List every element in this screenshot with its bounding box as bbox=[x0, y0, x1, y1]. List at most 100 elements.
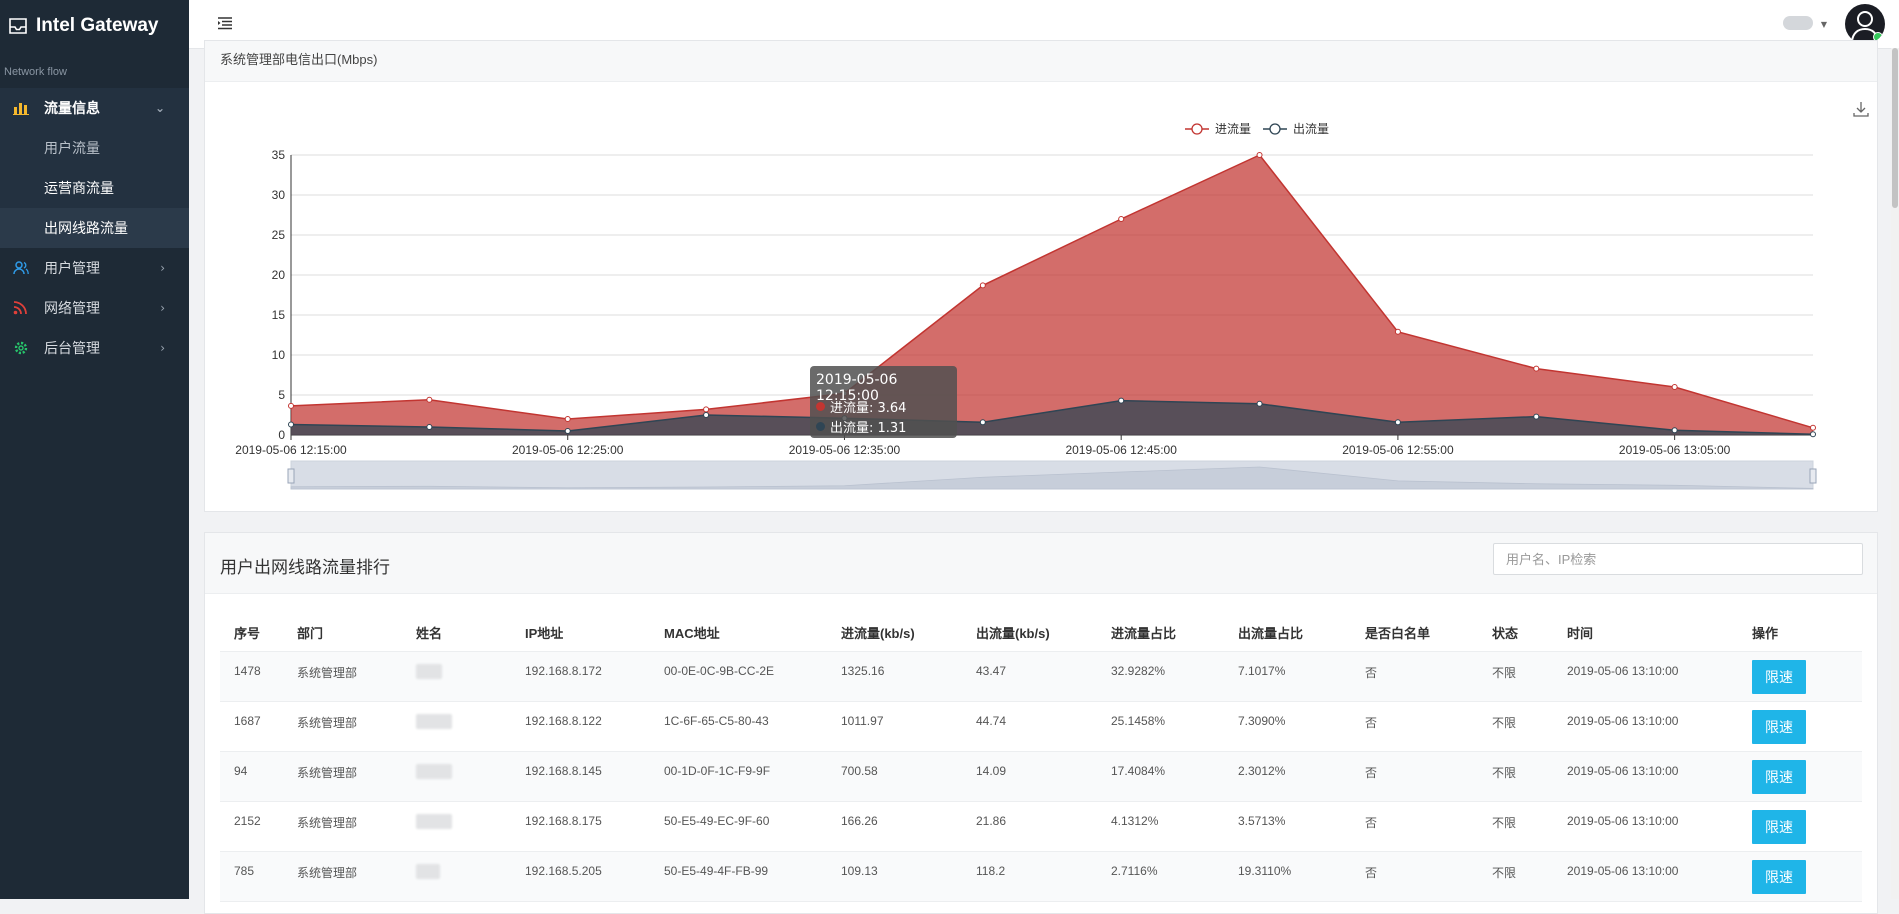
table-row: 94 系统管理部 192.168.8.145 00-1D-0F-1C-F9-9F 700… bbox=[220, 751, 1862, 802]
col-header[interactable]: 部门 bbox=[283, 613, 402, 652]
col-header[interactable]: 序号 bbox=[220, 613, 283, 652]
cell-in: 1011.97 bbox=[827, 701, 962, 752]
col-header[interactable]: 是否白名单 bbox=[1351, 613, 1478, 652]
rate-limit-button[interactable]: 限速 bbox=[1752, 810, 1806, 844]
x-tick-label: 2019-05-06 13:05:00 bbox=[1619, 443, 1731, 457]
data-point bbox=[1533, 365, 1540, 372]
chevron-right-icon: › bbox=[160, 301, 165, 315]
sidebar-group-label: 流量信息 bbox=[44, 101, 100, 117]
data-point bbox=[426, 396, 433, 403]
cell-out: 43.47 bbox=[962, 651, 1097, 702]
cell-ip: 192.168.8.145 bbox=[511, 751, 650, 802]
sidebar-group-traffic[interactable]: 流量信息 ⌄ bbox=[0, 88, 189, 128]
cell-white: 否 bbox=[1351, 851, 1478, 902]
search-input[interactable] bbox=[1493, 543, 1863, 575]
brand[interactable]: Intel Gateway bbox=[0, 0, 189, 52]
cell-status: 不限 bbox=[1478, 801, 1553, 852]
sidebar-item-label: 运营商流量 bbox=[44, 181, 114, 197]
scrollbar[interactable] bbox=[1891, 48, 1899, 899]
col-header[interactable]: IP地址 bbox=[511, 613, 650, 652]
sidebar-group-network[interactable]: 网络管理 › bbox=[0, 288, 189, 328]
redacted-name bbox=[416, 764, 452, 779]
cell-id: 1478 bbox=[220, 651, 283, 702]
cell-in: 1325.16 bbox=[827, 651, 962, 702]
cell-mac: 50-E5-49-4F-FB-99 bbox=[650, 851, 827, 902]
sidebar-group-admin[interactable]: 后台管理 › bbox=[0, 328, 189, 368]
rate-limit-button[interactable]: 限速 bbox=[1752, 660, 1806, 694]
col-header[interactable]: MAC地址 bbox=[650, 613, 827, 652]
tooltip-title: 2019-05-06 12:15:00 bbox=[816, 372, 898, 404]
legend-marker bbox=[1269, 123, 1281, 135]
cell-time: 2019-05-06 13:10:00 bbox=[1553, 701, 1738, 752]
y-tick-label: 5 bbox=[278, 388, 285, 402]
col-header[interactable]: 出流量占比 bbox=[1224, 613, 1351, 652]
cell-id: 1687 bbox=[220, 701, 283, 752]
y-tick-label: 20 bbox=[272, 268, 286, 282]
col-header[interactable]: 状态 bbox=[1478, 613, 1553, 652]
rss-icon bbox=[12, 299, 30, 317]
y-tick-label: 25 bbox=[272, 228, 286, 242]
col-header[interactable]: 时间 bbox=[1553, 613, 1738, 652]
redacted-name bbox=[416, 864, 440, 879]
rate-limit-button[interactable]: 限速 bbox=[1752, 860, 1806, 894]
cell-status: 不限 bbox=[1478, 651, 1553, 702]
col-header[interactable]: 出流量(kb/s) bbox=[962, 613, 1097, 652]
y-tick-label: 35 bbox=[272, 148, 286, 162]
series-area bbox=[291, 155, 1813, 435]
caret-down-icon[interactable]: ▼ bbox=[1820, 20, 1827, 29]
datazoom-handle bbox=[1809, 468, 1817, 484]
legend-label: 出流量 bbox=[1293, 122, 1329, 136]
series-line bbox=[290, 154, 1814, 429]
table-row: 1687 系统管理部 192.168.8.122 1C-6F-65-C5-80-43 1… bbox=[220, 701, 1862, 752]
tooltip-value: 进流量: 3.64 bbox=[830, 400, 907, 416]
chart-card-title: 系统管理部电信出口(Mbps) bbox=[205, 41, 1877, 82]
sidebar: Intel Gateway Network flow 流量信息 ⌄ 用户流量 运… bbox=[0, 0, 189, 899]
x-tick-label: 2019-05-06 12:35:00 bbox=[789, 443, 901, 457]
chevron-down-icon: ⌄ bbox=[154, 101, 165, 115]
rate-limit-button[interactable]: 限速 bbox=[1752, 760, 1806, 794]
data-point bbox=[288, 421, 294, 428]
bar-chart-icon bbox=[12, 99, 30, 117]
sidebar-item-isp-traffic[interactable]: 运营商流量 bbox=[0, 168, 189, 208]
data-point bbox=[426, 424, 433, 430]
cell-id: 785 bbox=[220, 851, 283, 902]
user-name[interactable] bbox=[1783, 16, 1813, 30]
inbox-icon bbox=[9, 18, 27, 34]
menu-toggle-icon[interactable] bbox=[217, 15, 233, 34]
col-header[interactable]: 进流量占比 bbox=[1097, 613, 1224, 652]
scrollbar-thumb[interactable] bbox=[1892, 48, 1898, 208]
cell-action: 限速 bbox=[1738, 651, 1862, 702]
cell-name-redacted bbox=[402, 651, 511, 702]
cell-white: 否 bbox=[1351, 651, 1478, 702]
sidebar-item-outbound-traffic[interactable]: 出网线路流量 bbox=[0, 208, 189, 248]
redacted-name bbox=[416, 814, 452, 829]
sidebar-item-user-traffic[interactable]: 用户流量 bbox=[0, 128, 189, 168]
avatar[interactable] bbox=[1845, 4, 1885, 44]
chevron-right-icon: › bbox=[160, 261, 165, 275]
col-header[interactable]: 姓名 bbox=[402, 613, 511, 652]
data-point bbox=[1394, 419, 1401, 426]
sidebar-group-label: 网络管理 bbox=[44, 301, 100, 317]
cell-in: 166.26 bbox=[827, 801, 962, 852]
cell-time: 2019-05-06 13:10:00 bbox=[1553, 751, 1738, 802]
cell-white: 否 bbox=[1351, 701, 1478, 752]
gear-icon bbox=[12, 339, 30, 357]
rate-limit-button[interactable]: 限速 bbox=[1752, 710, 1806, 744]
cell-white: 否 bbox=[1351, 751, 1478, 802]
cell-ip: 192.168.8.122 bbox=[511, 701, 650, 752]
cell-time: 2019-05-06 13:10:00 bbox=[1553, 801, 1738, 852]
cell-out: 14.09 bbox=[962, 751, 1097, 802]
ranking-table-card: 用户出网线路流量排行 序号 部门 姓名 IP地址 MAC地址 进流量(kb/s)… bbox=[204, 532, 1878, 914]
cell-status: 不限 bbox=[1478, 851, 1553, 902]
y-tick-label: 0 bbox=[278, 428, 285, 442]
cell-in: 109.13 bbox=[827, 851, 962, 902]
cell-out_pct: 2.3012% bbox=[1224, 751, 1351, 802]
cell-in: 700.58 bbox=[827, 751, 962, 802]
cell-in_pct: 2.7116% bbox=[1097, 851, 1224, 902]
cell-status: 不限 bbox=[1478, 701, 1553, 752]
download-icon[interactable] bbox=[1853, 101, 1869, 121]
sidebar-group-users[interactable]: 用户管理 › bbox=[0, 248, 189, 288]
cell-ip: 192.168.5.205 bbox=[511, 851, 650, 902]
legend-marker bbox=[1191, 123, 1203, 135]
col-header[interactable]: 进流量(kb/s) bbox=[827, 613, 962, 652]
